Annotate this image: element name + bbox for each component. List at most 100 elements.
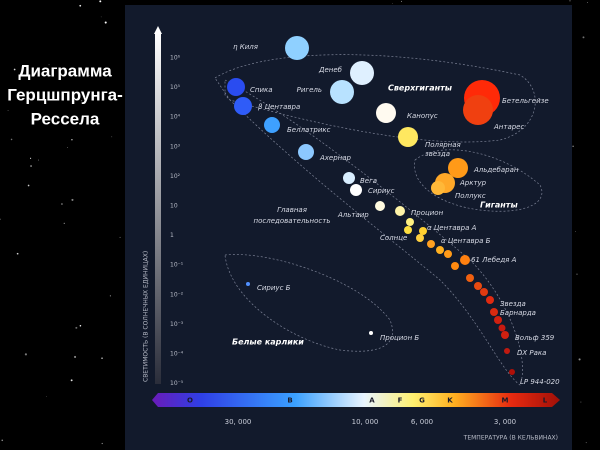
- temperature-label: 30, 000: [225, 418, 252, 426]
- spectral-class: A: [369, 397, 375, 405]
- star: [369, 331, 373, 335]
- star: [419, 227, 427, 235]
- star: [501, 331, 509, 339]
- star-dot: [494, 316, 502, 324]
- plot-panel: [125, 5, 572, 450]
- spectral-class: B: [287, 397, 292, 405]
- bg-star: [0, 218, 1, 220]
- bg-star: [37, 159, 39, 161]
- star-label: Денеб: [318, 66, 343, 74]
- star: [448, 158, 468, 178]
- bg-star: [13, 68, 16, 71]
- star: [427, 240, 435, 248]
- bg-star: [572, 145, 574, 147]
- spectral-class: F: [398, 397, 403, 405]
- bg-star: [392, 3, 393, 4]
- region-label: Главная: [277, 206, 307, 214]
- star-label: звезда: [425, 150, 450, 158]
- bg-star: [33, 114, 35, 117]
- star: [227, 78, 245, 96]
- bg-star: [101, 357, 103, 359]
- bg-star: [88, 74, 90, 76]
- y-axis-title: СВЕТИМОСТЬ (В СОЛНЕЧНЫХ ЕДИНИЦАХ): [143, 251, 150, 382]
- spectral-class: O: [187, 397, 193, 405]
- bg-star: [80, 100, 83, 102]
- bg-star: [1, 439, 4, 442]
- bg-star: [74, 355, 77, 358]
- luminosity-bar: [155, 32, 161, 384]
- star-label: Поллукс: [455, 192, 486, 200]
- bg-star: [569, 0, 571, 2]
- bg-star: [7, 110, 9, 111]
- bg-star: [48, 64, 50, 66]
- y-tick-label: 10⁵: [170, 84, 181, 91]
- bg-star: [71, 139, 73, 141]
- spectral-class: K: [447, 397, 453, 405]
- star-label: Барнарда: [500, 309, 536, 317]
- temperature-label: 10, 000: [352, 418, 379, 426]
- star-label: α Центавра Б: [441, 237, 491, 245]
- bg-star: [63, 222, 65, 225]
- star-label: Сириус Б: [257, 284, 291, 292]
- y-tick-label: 10: [170, 203, 178, 210]
- bg-star: [580, 401, 582, 403]
- star: [350, 184, 362, 196]
- bg-star: [61, 203, 63, 205]
- bg-star: [100, 16, 102, 18]
- star-dot: [416, 234, 424, 242]
- bg-star: [401, 0, 402, 2]
- bg-star: [578, 358, 581, 361]
- y-tick-label: 10²: [170, 173, 181, 180]
- region-label: Белые карлики: [232, 338, 304, 347]
- y-tick-label: 10⁴: [170, 114, 181, 121]
- star: [298, 144, 314, 160]
- star-label: η Киля: [233, 43, 258, 51]
- star-dot: [474, 282, 482, 290]
- x-axis-title: ТЕМПЕРАТУРА (В КЕЛЬВИНАХ): [463, 435, 558, 442]
- star: [264, 117, 280, 133]
- bg-star: [79, 325, 82, 327]
- temperature-label: 6, 000: [411, 418, 433, 426]
- main-sequence-dots: [406, 218, 506, 332]
- star-dot: [490, 308, 498, 316]
- bg-star: [99, 0, 102, 3]
- y-tick-label: 10⁻⁴: [170, 351, 184, 358]
- star-label: Альтаир: [337, 211, 369, 219]
- region-label: последовательность: [254, 217, 331, 225]
- star-label: Вега: [360, 177, 377, 185]
- star: [431, 181, 445, 195]
- star-label: Арктур: [459, 179, 487, 187]
- bg-star: [30, 157, 32, 159]
- star-label: Антарес: [493, 123, 524, 131]
- star-dot: [480, 288, 488, 296]
- title-line: Герцшпрунга-: [7, 85, 123, 104]
- star: [509, 369, 515, 375]
- bg-star: [70, 379, 73, 382]
- y-tick-label: 10⁻⁵: [170, 380, 184, 387]
- bg-star: [71, 198, 74, 201]
- bg-star: [45, 396, 47, 397]
- y-tick-label: 10⁶: [170, 55, 181, 62]
- bg-star: [16, 252, 19, 255]
- star-label: 61 Лебедя А: [471, 256, 517, 264]
- star-label: Вольф 359: [515, 334, 555, 342]
- star-label: Солнце: [380, 234, 407, 242]
- star: [398, 127, 418, 147]
- star-label: Канопус: [407, 112, 438, 120]
- star-label: β Центавра: [258, 103, 300, 111]
- y-tick-label: 10⁻³: [170, 321, 184, 328]
- bg-star: [104, 21, 107, 24]
- star-dot: [444, 250, 452, 258]
- star: [234, 97, 252, 115]
- y-tick-label: 10⁻¹: [170, 262, 184, 269]
- star-dot: [466, 274, 474, 282]
- star: [460, 255, 470, 265]
- bg-star: [111, 136, 113, 138]
- star-label: LP 944-020: [520, 378, 560, 386]
- bg-star: [587, 1, 588, 3]
- bg-star: [30, 165, 32, 167]
- bg-star: [575, 231, 577, 232]
- bg-star: [119, 236, 121, 239]
